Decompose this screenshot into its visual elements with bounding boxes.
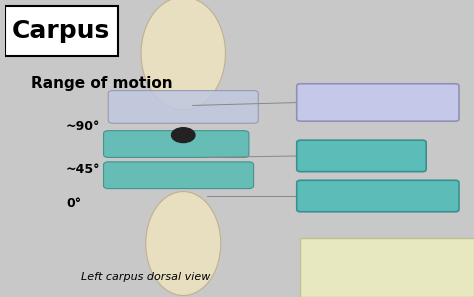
FancyBboxPatch shape (297, 180, 459, 212)
Text: 0°: 0° (66, 197, 81, 210)
FancyBboxPatch shape (5, 6, 118, 56)
Circle shape (172, 128, 195, 143)
Text: ~45°: ~45° (66, 163, 100, 176)
Text: Range of motion: Range of motion (31, 76, 173, 91)
FancyBboxPatch shape (103, 131, 249, 157)
Ellipse shape (146, 192, 221, 296)
Text: ~90°: ~90° (66, 120, 100, 133)
FancyBboxPatch shape (108, 91, 258, 123)
Text: Carpus: Carpus (12, 19, 110, 43)
Ellipse shape (141, 0, 226, 110)
Text: Left carpus dorsal view: Left carpus dorsal view (81, 272, 210, 282)
FancyBboxPatch shape (297, 84, 459, 121)
FancyBboxPatch shape (297, 140, 426, 172)
FancyBboxPatch shape (301, 238, 474, 297)
FancyBboxPatch shape (103, 162, 254, 189)
